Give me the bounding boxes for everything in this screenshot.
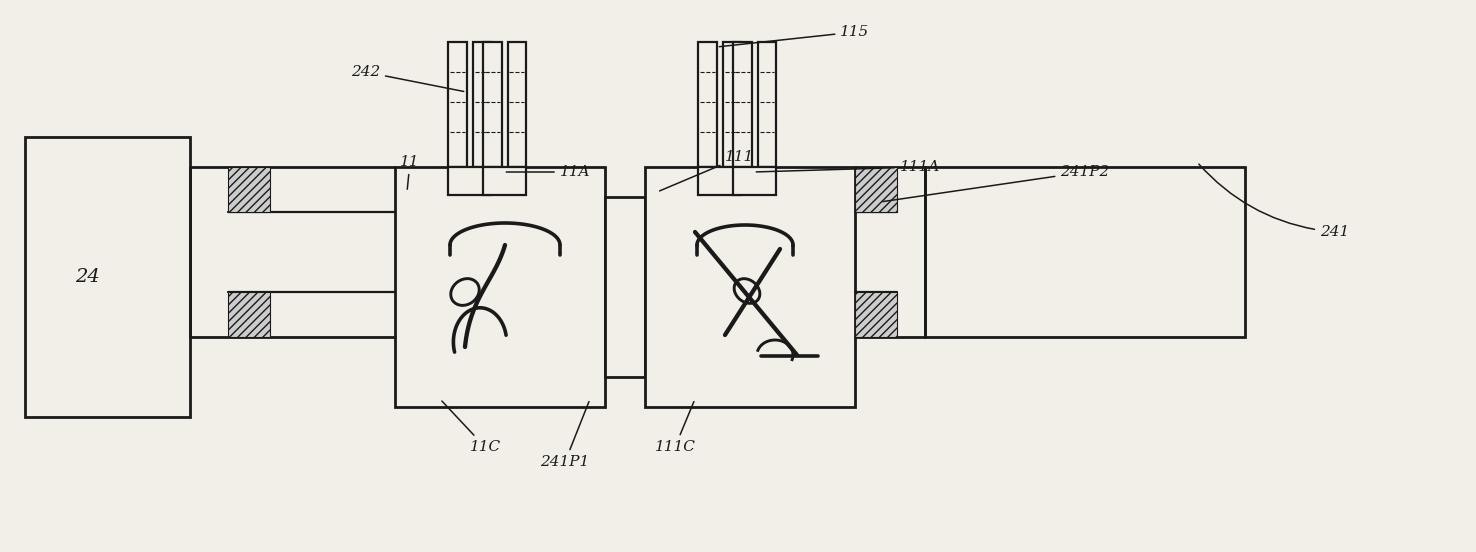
Bar (855, 292, 897, 337)
Bar (722, 42, 741, 167)
Text: 111A: 111A (756, 160, 940, 174)
Bar (698, 167, 741, 195)
Text: 24: 24 (75, 268, 100, 286)
Bar (605, 197, 645, 377)
Bar (449, 167, 492, 195)
Text: 111C: 111C (654, 401, 695, 454)
Bar (855, 167, 897, 212)
Bar (472, 42, 492, 167)
Text: 241P1: 241P1 (540, 402, 589, 469)
Text: 11C: 11C (441, 401, 500, 454)
Text: 241P2: 241P2 (883, 165, 1110, 201)
Bar (396, 167, 605, 407)
Bar (508, 42, 525, 167)
Bar (227, 292, 270, 337)
Bar (734, 167, 776, 195)
Text: 11A: 11A (506, 165, 590, 179)
Text: 111: 111 (660, 150, 754, 191)
Text: 242: 242 (351, 65, 463, 92)
Bar (645, 167, 855, 407)
Bar (483, 167, 525, 195)
Bar (757, 42, 776, 167)
Text: 115: 115 (719, 25, 869, 47)
Bar (25, 137, 190, 417)
Text: 11: 11 (400, 155, 419, 189)
Bar (698, 42, 716, 167)
Bar (734, 42, 751, 167)
Bar (483, 42, 502, 167)
Bar (227, 167, 270, 212)
Text: 241: 241 (1199, 164, 1349, 239)
Bar (449, 42, 466, 167)
Bar (925, 167, 1244, 337)
